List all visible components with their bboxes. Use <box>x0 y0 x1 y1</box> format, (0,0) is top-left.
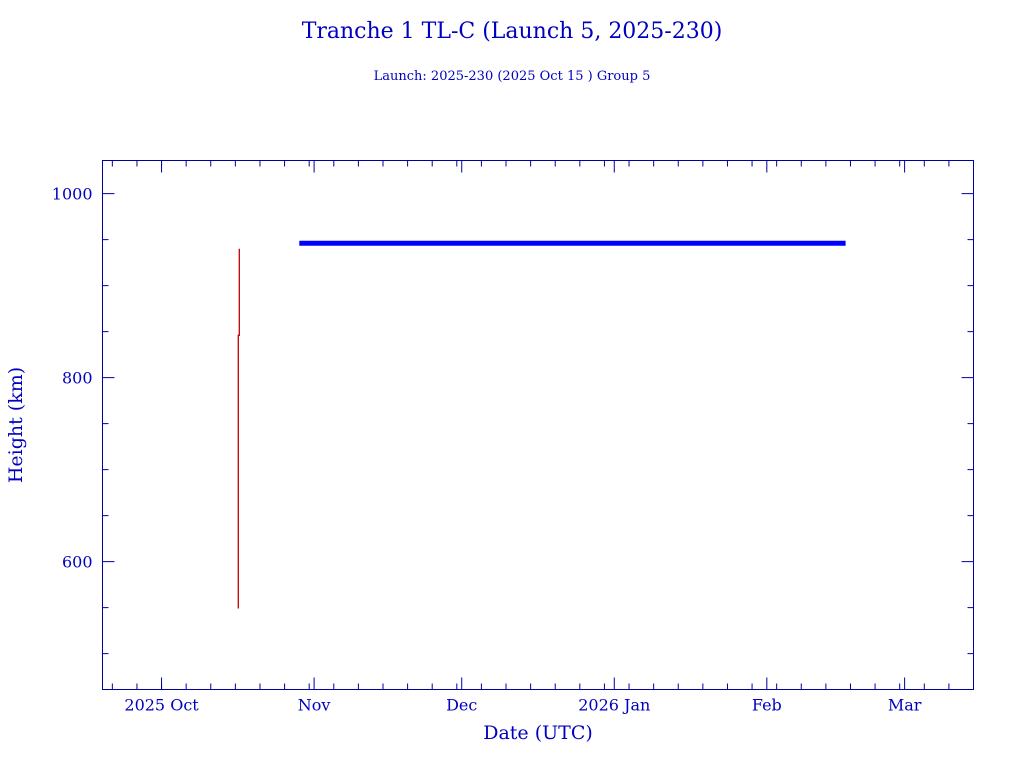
y-tick-label: 1000 <box>52 185 93 204</box>
y-tick-label: 800 <box>62 369 93 388</box>
chart-subtitle: Launch: 2025-230 (2025 Oct 15 ) Group 5 <box>374 69 651 84</box>
x-tick-label: Nov <box>298 696 331 715</box>
x-axis-label: Date (UTC) <box>483 722 593 744</box>
plot-frame <box>102 160 974 690</box>
x-tick-label: 2026 Jan <box>578 696 650 715</box>
x-tick-label: Dec <box>446 696 477 715</box>
y-axis-label: Height (km) <box>5 367 27 483</box>
chart-title: Tranche 1 TL-C (Launch 5, 2025-230) <box>302 19 723 44</box>
x-tick-label: Feb <box>752 696 782 715</box>
x-tick-label: 2025 Oct <box>124 696 199 715</box>
x-tick-label: Mar <box>888 696 922 715</box>
y-tick-label: 600 <box>62 553 93 572</box>
series-line-early-orbit <box>237 248 240 609</box>
